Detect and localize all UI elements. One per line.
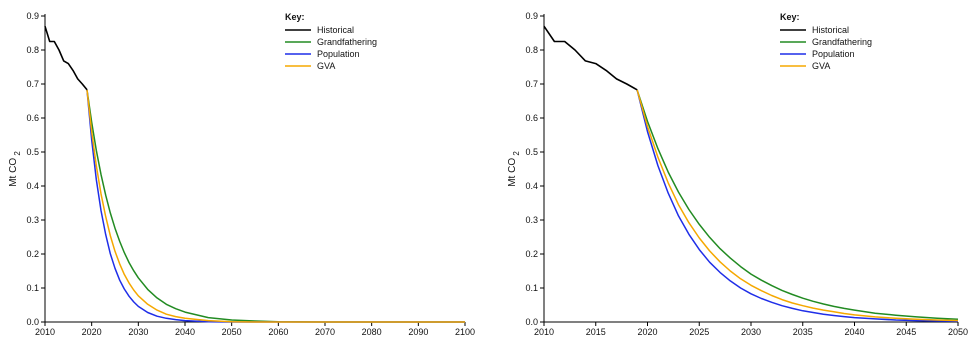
y-axis-label-text: Mt CO: [8, 158, 19, 187]
y-axis-label-subscript: 2: [512, 151, 521, 158]
x-tick-label: 2010: [35, 327, 55, 337]
legend-label: Grandfathering: [317, 37, 377, 47]
y-tick-label: 0.2: [525, 249, 538, 259]
x-tick-label: 2050: [948, 327, 968, 337]
x-tick-label: 2100: [455, 327, 475, 337]
y-tick-label: 0.3: [26, 215, 39, 225]
x-tick-label: 2010: [534, 327, 554, 337]
y-tick-label: 0.3: [525, 215, 538, 225]
legend-label: Population: [317, 49, 360, 59]
series-line-population: [86, 89, 465, 323]
x-tick-label: 2070: [315, 327, 335, 337]
y-tick-label: 0.4: [26, 181, 39, 191]
series-line-grandfathering: [636, 89, 959, 321]
y-tick-label: 0.7: [525, 79, 538, 89]
y-tick-label: 0.7: [26, 79, 39, 89]
x-tick-label: 2040: [844, 327, 864, 337]
x-tick-label: 2030: [741, 327, 761, 337]
y-tick-label: 0.8: [26, 45, 39, 55]
legend-label: Historical: [317, 25, 354, 35]
legend-label: Grandfathering: [812, 37, 872, 47]
y-tick-label: 0.5: [525, 147, 538, 157]
y-tick-label: 0.8: [525, 45, 538, 55]
y-tick-label: 0.9: [525, 11, 538, 21]
y-tick-label: 0.0: [26, 317, 39, 327]
series-line-gva: [636, 89, 959, 322]
x-tick-label: 2020: [82, 327, 102, 337]
x-tick-label: 2025: [689, 327, 709, 337]
y-axis-label-text: Mt CO: [507, 158, 518, 187]
legend-label: GVA: [317, 61, 335, 71]
y-tick-label: 0.1: [525, 283, 538, 293]
series-line-population: [636, 89, 959, 323]
chart-panel-right: 0.0 0.1 0.2 0.3 0.4 0.5 0.6 0.7 0.8 0.9 2010 2015 20…: [507, 11, 968, 337]
y-tick-label: 0.0: [525, 317, 538, 327]
y-axis-label: Mt CO 2: [507, 151, 521, 187]
legend-title: Key:: [780, 12, 800, 22]
y-axis-label: Mt CO 2: [8, 151, 22, 187]
x-tick-label: 2050: [222, 327, 242, 337]
legend-label: GVA: [812, 61, 830, 71]
series-line-historical: [543, 25, 638, 91]
x-tick-label: 2090: [408, 327, 428, 337]
y-tick-label: 0.4: [525, 181, 538, 191]
x-tick-label: 2060: [268, 327, 288, 337]
x-tick-label: 2040: [175, 327, 195, 337]
legend-label: Population: [812, 49, 855, 59]
x-tick-label: 2035: [793, 327, 813, 337]
y-axis-label-subscript: 2: [13, 151, 22, 158]
x-tick-label: 2045: [896, 327, 916, 337]
y-tick-label: 0.9: [26, 11, 39, 21]
series-line-historical: [44, 25, 88, 91]
y-tick-label: 0.1: [26, 283, 39, 293]
legend-title: Key:: [285, 12, 305, 22]
legend-label: Historical: [812, 25, 849, 35]
y-tick-label: 0.5: [26, 147, 39, 157]
series-line-grandfathering: [86, 89, 465, 323]
chart-panel-left: 0.0 0.1 0.2 0.3 0.4 0.5 0.6 0.7 0.8 0.9 2010 2020 20…: [8, 11, 475, 337]
y-tick-label: 0.6: [26, 113, 39, 123]
y-tick-label: 0.2: [26, 249, 39, 259]
x-tick-label: 2015: [586, 327, 606, 337]
y-tick-label: 0.6: [525, 113, 538, 123]
x-tick-label: 2030: [128, 327, 148, 337]
series-line-gva: [86, 89, 465, 323]
x-tick-label: 2080: [362, 327, 382, 337]
x-tick-label: 2020: [637, 327, 657, 337]
